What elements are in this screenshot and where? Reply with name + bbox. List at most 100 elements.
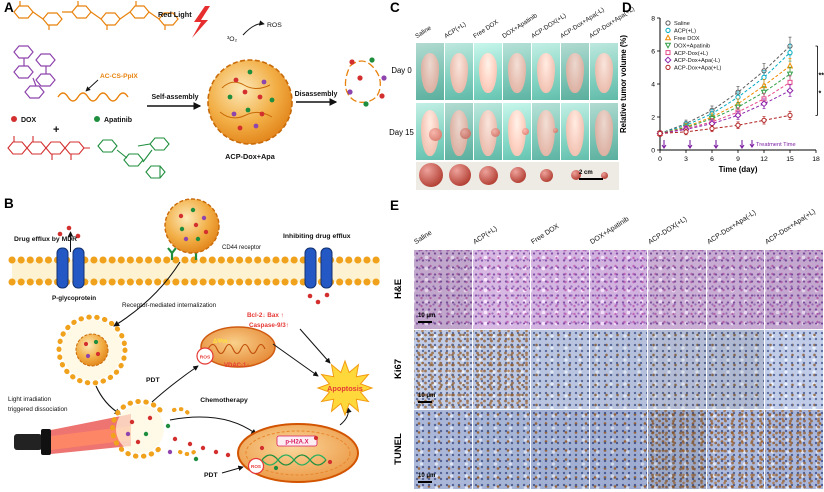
tumor-growth-chart: 0 3 6 9 12 15 18 0 2 4 6 8 Time (day) Relative tumor … (619, 15, 824, 174)
series-line (659, 81, 791, 134)
treatment-arrow (713, 140, 719, 149)
label-pointer-arrow (85, 79, 99, 92)
mouse-photo (474, 43, 502, 100)
disassembled-polymer (344, 57, 387, 107)
x-tick-label: 12 (760, 156, 768, 163)
excised-tumor (601, 171, 608, 179)
light-label-1: Light irradiation (8, 396, 52, 403)
scalebar-10um: 10 μm (418, 473, 435, 483)
pdt-arrow-mito (151, 365, 199, 403)
scalebar-line (418, 320, 432, 323)
lightning-bolt-icon (192, 6, 210, 38)
treatment-time-label: Treatment Time (756, 142, 796, 148)
histology-image (706, 330, 764, 409)
x-tick-label: 9 (736, 156, 740, 163)
ros-label: ROS (267, 22, 282, 29)
mouse-body (566, 110, 584, 156)
panelA-graphics: AC-CS-PpIX DOX Apatinib + Self-assembly … (7, 1, 387, 179)
panelE-group-label: ACP-DOX(+L) (647, 215, 689, 246)
light-label-2: triggered dissociation (8, 406, 68, 413)
polysaccharide-chain (13, 1, 179, 30)
y-tick-label: 6 (651, 48, 655, 55)
mouse-body (595, 53, 613, 93)
tumor-bulge (522, 128, 529, 136)
ros-arrow (242, 20, 265, 36)
self-assembly-label: Self-assembly (151, 94, 198, 101)
singlet-oxygen-label: ³O₂ (227, 36, 238, 43)
histology-image (706, 410, 764, 489)
x-tick-label: 3 (684, 156, 688, 163)
apoptosis-label: Apoptosis (327, 384, 363, 393)
mouse-body (450, 110, 471, 156)
dab-stain-overlay (648, 410, 706, 489)
mouse-body (508, 110, 529, 156)
panelE-group-label: Free DOX (530, 222, 561, 246)
apatinib-dot (94, 116, 100, 122)
mouse-body (479, 53, 497, 93)
panelE-row-label: Ki67 (393, 358, 404, 380)
cyclodextrin-structure (13, 45, 56, 99)
apoptosis-starburst (316, 359, 374, 417)
nucleus (237, 423, 359, 483)
polymer-label: AC-CS-PpIX (100, 73, 138, 80)
histology-image (706, 250, 764, 329)
legend-entry: DOX+Apatinib (674, 43, 710, 49)
histology-image (648, 250, 706, 329)
tumor-bulge (429, 128, 442, 142)
excised-tumors-photo (416, 162, 619, 190)
y-tick-label: 2 (651, 114, 655, 121)
y-tick-label: 8 (651, 15, 655, 22)
drug-efflux-label: Drug efflux by MDR (14, 236, 77, 243)
dab-stain-overlay (472, 330, 530, 409)
histology-image: 10 μm (414, 330, 472, 409)
histology-image (648, 410, 706, 489)
treatment-arrow (749, 140, 755, 148)
panelC-group-label: Saline (414, 24, 433, 40)
histology-image (765, 330, 823, 409)
blocked-pump (304, 247, 333, 305)
panel-b-label: B (4, 196, 14, 211)
panelE-row-label: H&E (393, 278, 404, 300)
histology-image (589, 330, 647, 409)
pdt-arrow-nucleus (221, 465, 244, 474)
excised-tumor (479, 165, 498, 185)
endosome-vesicle (56, 314, 128, 386)
x-tick-label: 18 (812, 156, 820, 163)
panelB-graphics: Drug efflux by MDR Inhibiting drug efflu… (8, 198, 384, 483)
panel-c-mouse-photos: C Saline ACP(+L) Free DOX DOX+Apatinib ACP-D… (388, 0, 636, 196)
treatment-arrow (739, 140, 745, 149)
mouse-body (537, 53, 555, 93)
histology-image (472, 410, 530, 489)
legend-entry: Saline (674, 21, 690, 27)
mouse-body (450, 53, 468, 93)
nucleus-apoptosis-arrow (339, 407, 352, 426)
mouse-body (537, 110, 558, 156)
chart-mount: 0 3 6 9 12 15 18 0 2 4 6 8 Time (day) Relative tumor … (616, 0, 824, 201)
tumor-bulge (553, 128, 558, 134)
dox-structure (7, 136, 90, 160)
excised-tumor (509, 167, 526, 183)
scalebar-line (579, 177, 603, 180)
y-tick-label: 4 (651, 81, 655, 88)
ros-circle-1 (196, 347, 214, 365)
panel-a-label: A (4, 0, 14, 15)
histology-image (765, 250, 823, 329)
histology-image (589, 250, 647, 329)
dab-stain-overlay (765, 410, 823, 489)
scalebar-line (418, 480, 432, 483)
excised-tumor (448, 164, 471, 186)
treatment-arrow (687, 140, 693, 149)
mouse-body (566, 53, 584, 93)
scalebar-10um: 10 μm (418, 393, 435, 403)
mouse-photo (474, 103, 502, 160)
histology-image: 10 μm (414, 250, 472, 329)
scalebar-10um: 10 μm (418, 313, 435, 323)
x-tick-label: 0 (658, 156, 662, 163)
chemotherapy-label: Chemotherapy (200, 397, 248, 404)
mouse-body (421, 53, 439, 93)
mouse-photo (445, 103, 473, 160)
panelC-group-label: ACP(+L) (443, 20, 468, 40)
excised-tumor (540, 168, 553, 182)
panel-e-label: E (390, 198, 400, 213)
